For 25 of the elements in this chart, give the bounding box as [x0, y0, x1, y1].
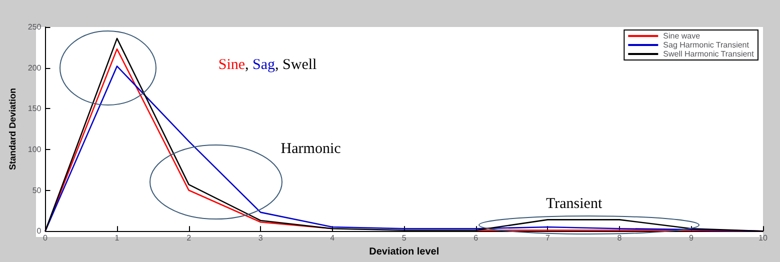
y-tick-label: 50 — [32, 186, 42, 195]
annotation: Sine, Sag, Swell — [218, 57, 317, 74]
x-tick-label: 6 — [474, 234, 479, 243]
x-tick-label: 7 — [545, 234, 550, 243]
x-tick-label: 1 — [114, 234, 120, 243]
x-tick-label: 0 — [43, 234, 48, 243]
y-tick-label: 0 — [36, 226, 42, 236]
x-tick-label: 2 — [186, 234, 192, 243]
x-tick-label: 3 — [258, 234, 264, 243]
annotation: Harmonic — [280, 140, 342, 157]
y-tick-label: 100 — [28, 144, 42, 154]
y-axis-title: Standard Deviation — [8, 88, 18, 170]
x-tick-label: 4 — [330, 234, 336, 243]
x-tick-label: 10 — [758, 234, 768, 243]
x-tick-label: 9 — [689, 234, 694, 243]
x-tick-label: 8 — [617, 234, 622, 243]
legend-label: Sine wave — [663, 32, 701, 40]
y-tick-label: 200 — [28, 63, 42, 72]
legend-label: Swell Harmonic Transient — [663, 50, 755, 58]
x-axis-title: Deviation level — [369, 246, 440, 258]
y-tick-label: 150 — [28, 104, 42, 114]
legend-label: Sag Harmonic Transient — [663, 40, 750, 50]
y-tick-label: 250 — [28, 22, 42, 32]
annotation: Transient — [546, 196, 603, 212]
x-tick-label: 5 — [402, 234, 407, 243]
